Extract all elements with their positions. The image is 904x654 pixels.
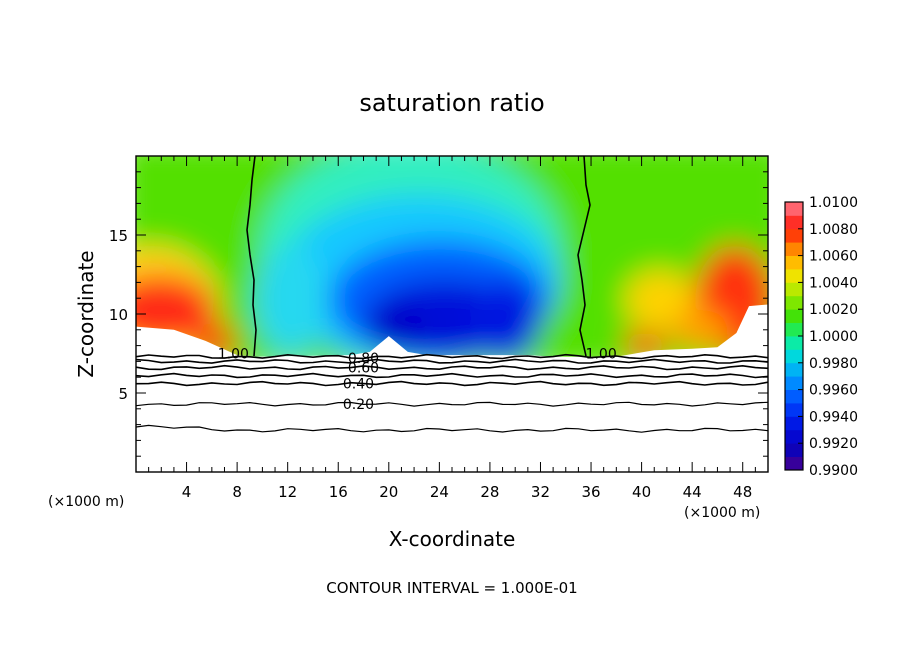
- colorbar-segment: [785, 336, 803, 350]
- x-tick-label: 12: [278, 483, 297, 501]
- colorbar-tick-label: 1.0100: [809, 195, 858, 211]
- colorbar-segment: [785, 242, 803, 256]
- contour-line-1.00-right: [577, 156, 591, 357]
- y-axis-title: Z-coordinate: [74, 250, 98, 377]
- colorbar-tick-label: 0.9920: [809, 436, 858, 452]
- colorbar-segment: [785, 269, 803, 283]
- isoline: [136, 358, 768, 364]
- contour-label: 0.40: [343, 377, 374, 393]
- colorbar-tick-label: 1.0060: [809, 249, 858, 265]
- colorbar-segment: [785, 255, 803, 270]
- colorbar-segment: [785, 429, 803, 444]
- colorbar-segment: [785, 456, 803, 471]
- colorbar-segment: [785, 309, 803, 323]
- isoline: [136, 364, 768, 371]
- chart-title: saturation ratio: [359, 89, 544, 117]
- y-axis-ticks: 5 10 15: [109, 171, 768, 457]
- x-tick-label: 24: [430, 483, 449, 501]
- x-axis-unit-label: (×1000 m): [684, 505, 760, 521]
- colorbar-tick-label: 0.9940: [809, 409, 858, 425]
- colorbar-tick-label: 0.9900: [809, 463, 858, 479]
- isoline: [136, 424, 768, 433]
- contour-interval-note: CONTOUR INTERVAL = 1.000E-01: [326, 579, 577, 597]
- colorbar-tick-label: 1.0000: [809, 329, 858, 345]
- colorbar-segment: [785, 228, 803, 243]
- x-tick-label: 40: [632, 483, 651, 501]
- x-tick-label: 4: [182, 483, 192, 501]
- isolines: [136, 353, 768, 433]
- colorbar-tick-label: 0.9960: [809, 383, 858, 399]
- x-tick-label: 36: [581, 483, 600, 501]
- x-tick-label: 20: [379, 483, 398, 501]
- colorbar: 1.0100 1.0080 1.0060 1.0040 1.0020 1.0000 0.99…: [784, 195, 858, 479]
- colorbar-segment: [785, 362, 803, 377]
- x-tick-label: 44: [683, 483, 702, 501]
- colorbar-segment: [785, 322, 803, 337]
- colorbar-segment: [785, 403, 803, 417]
- colorbar-segment: [785, 215, 803, 230]
- contour-label: 0.60: [348, 361, 379, 377]
- x-axis-title: X-coordinate: [389, 527, 516, 551]
- y-tick-label: 15: [109, 227, 128, 245]
- colorbar-tick-label: 1.0040: [809, 275, 858, 291]
- isoline: [136, 380, 768, 387]
- y-tick-label: 10: [109, 306, 128, 324]
- contour-label: 1.00: [218, 347, 249, 363]
- plot-area: [136, 156, 768, 472]
- saturation-field: [136, 156, 768, 370]
- isoline: [136, 401, 768, 407]
- y-tick-label: 5: [118, 385, 128, 403]
- colorbar-segment: [785, 202, 803, 216]
- colorbar-segment: [785, 443, 803, 457]
- x-tick-label: 16: [329, 483, 348, 501]
- contour-labels: 1.00 1.00 0.800.600.40 0.20: [218, 347, 617, 414]
- x-tick-label: 8: [232, 483, 242, 501]
- colorbar-segment: [785, 282, 803, 297]
- isoline: [136, 353, 768, 360]
- y-axis-unit-label: (×1000 m): [48, 494, 124, 510]
- x-tick-label: 48: [733, 483, 752, 501]
- colorbar-tick-label: 0.9980: [809, 356, 858, 372]
- isoline: [136, 372, 768, 379]
- contour-label: 1.00: [586, 347, 617, 363]
- contour-label: 0.20: [343, 397, 374, 413]
- colorbar-segment: [785, 416, 803, 431]
- colorbar-segment: [785, 389, 803, 404]
- x-axis-ticks: 4 8 12 16 20 24 28 32 36 40 44 48: [148, 156, 756, 501]
- x-tick-label: 32: [531, 483, 550, 501]
- colorbar-tick-label: 1.0080: [809, 222, 858, 238]
- colorbar-tick-label: 1.0020: [809, 302, 858, 318]
- contour-label: 0.80: [348, 351, 379, 367]
- colorbar-segment: [785, 376, 803, 390]
- colorbar-segment: [785, 349, 803, 364]
- x-tick-label: 28: [480, 483, 499, 501]
- colorbar-segment: [785, 295, 803, 310]
- contour-line-1.00-left: [246, 156, 257, 357]
